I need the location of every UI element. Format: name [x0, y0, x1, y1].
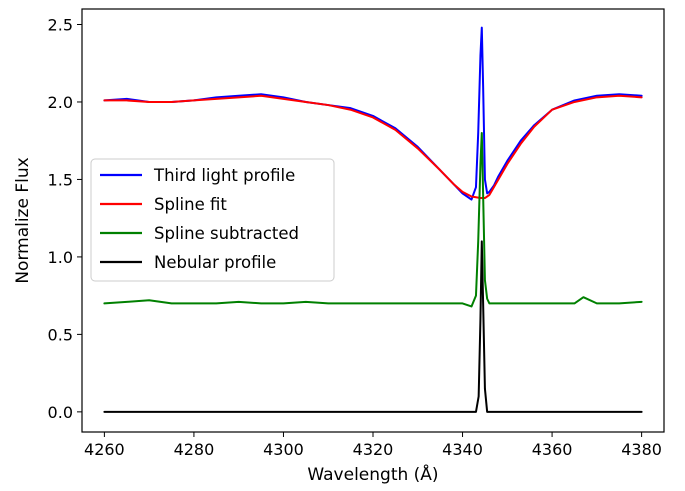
legend-label: Nebular profile	[154, 253, 276, 272]
y-tick-label: 0.5	[48, 325, 73, 344]
legend-label: Third light profile	[153, 166, 295, 185]
y-tick-label: 1.5	[48, 170, 73, 189]
x-tick-label: 4260	[84, 440, 125, 459]
y-tick-label: 1.0	[48, 248, 73, 267]
series-line-3	[103, 240, 643, 413]
legend-box	[90, 158, 335, 282]
series-line-2	[103, 131, 643, 308]
x-tick-label: 4300	[263, 440, 304, 459]
x-tick-label: 4320	[353, 440, 394, 459]
y-tick-label: 2.5	[48, 15, 73, 34]
x-axis: 4260 4280 4300 4320 4340 4360 4380	[84, 432, 662, 459]
y-axis: 0.0 0.5 1.0 1.5 2.0 2.5	[48, 15, 82, 422]
y-tick-label: 0.0	[48, 403, 73, 422]
x-tick-label: 4360	[532, 440, 573, 459]
series-layer	[103, 26, 643, 413]
x-tick-label: 4340	[442, 440, 483, 459]
x-tick-label: 4380	[621, 440, 662, 459]
legend-label: Spline subtracted	[154, 224, 299, 243]
x-axis-label: Wavelength (Å)	[307, 463, 438, 485]
y-axis-label: Normalize Flux	[13, 157, 33, 283]
series-line-1	[103, 94, 643, 200]
x-tick-label: 4280	[174, 440, 215, 459]
y-tick-label: 2.0	[48, 93, 73, 112]
legend: Third light profile Spline fit Spline subt…	[90, 158, 335, 282]
series-line-0	[103, 26, 643, 201]
legend-label: Spline fit	[154, 195, 227, 214]
